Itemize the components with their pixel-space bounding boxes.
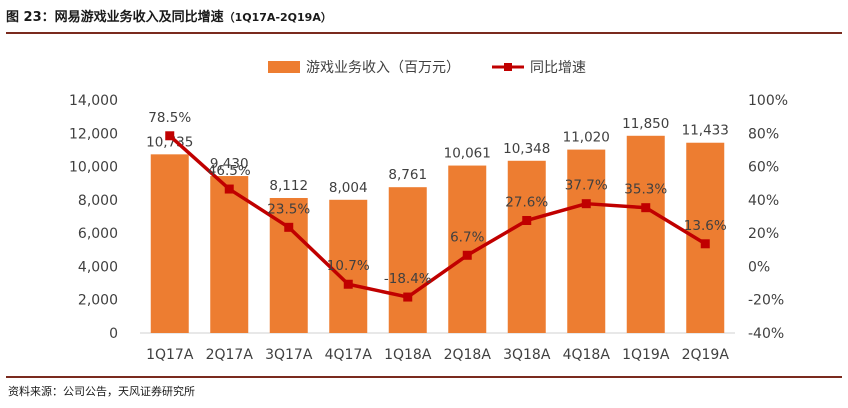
y-left-tick-label: 14,000 <box>69 93 118 109</box>
growth-value-label: 23.5% <box>267 201 310 217</box>
legend-bar-label: 游戏业务收入（百万元） <box>306 60 460 76</box>
x-tick-label: 3Q18A <box>503 347 551 363</box>
y-right-tick-label: -40% <box>748 326 784 342</box>
y-left-tick-label: 0 <box>109 326 118 342</box>
x-tick-label: 1Q19A <box>622 347 670 363</box>
bar-value-label: 11,433 <box>682 123 729 139</box>
bar-series <box>150 135 725 333</box>
x-tick-label: 4Q18A <box>563 347 611 363</box>
growth-point <box>462 250 472 260</box>
growth-point <box>284 222 294 232</box>
x-tick-label: 2Q19A <box>682 347 730 363</box>
bar-value-label: 10,348 <box>503 141 550 157</box>
bar <box>567 149 606 333</box>
growth-value-label: -18.4% <box>384 271 432 287</box>
figure-title-main: 图 23：网易游戏业务收入及同比增速 <box>6 10 224 25</box>
bar-value-label: 8,761 <box>388 167 427 183</box>
growth-line-series <box>165 131 710 302</box>
y-left-tick-label: 2,000 <box>78 293 118 309</box>
y-right-tick-label: 40% <box>748 193 779 209</box>
bar-value-label: 11,020 <box>563 130 610 146</box>
legend-line-label: 同比增速 <box>530 60 586 76</box>
growth-point <box>522 215 532 225</box>
bar-value-label: 8,004 <box>329 180 368 196</box>
x-tick-label: 1Q17A <box>146 347 194 363</box>
growth-value-label: 35.3% <box>624 182 667 198</box>
bar <box>686 142 725 333</box>
chart-legend: 游戏业务收入（百万元） 同比增速 <box>268 60 586 76</box>
y-right-tick-label: 0% <box>748 259 770 275</box>
growth-point <box>165 131 175 141</box>
y-axis-right: -40% -20% 0% 20% 40% 60% 80% 100% <box>748 93 788 342</box>
x-tick-label: 2Q18A <box>444 347 492 363</box>
legend-line-marker <box>504 63 512 71</box>
growth-point <box>700 239 710 249</box>
x-tick-label: 3Q17A <box>265 347 313 363</box>
growth-value-label: 27.6% <box>505 194 548 210</box>
y-right-tick-label: 20% <box>748 226 779 242</box>
y-right-tick-label: 60% <box>748 160 779 176</box>
growth-value-label: 13.6% <box>684 218 727 234</box>
y-right-tick-label: 100% <box>748 93 788 109</box>
source-note: 资料来源：公司公告，天风证券研究所 <box>8 385 195 398</box>
growth-value-label: 78.5% <box>148 110 191 126</box>
x-axis-categories: 1Q17A 2Q17A 3Q17A 4Q17A 1Q18A 2Q18A 3Q18A 4Q18A… <box>146 347 729 363</box>
y-left-tick-label: 8,000 <box>78 193 118 209</box>
legend-bar-swatch <box>268 61 300 73</box>
figure-title-sub: （1Q17A-2Q19A） <box>223 11 332 24</box>
bar <box>210 176 249 333</box>
y-right-tick-label: -20% <box>748 293 784 309</box>
figure-title: 图 23：网易游戏业务收入及同比增速（1Q17A-2Q19A） <box>6 6 332 25</box>
bar <box>150 154 189 333</box>
bar <box>507 160 546 333</box>
bar <box>626 135 665 333</box>
y-axis-left: 0 2,000 4,000 6,000 8,000 10,000 12,000 14,000 <box>69 93 118 342</box>
growth-point <box>641 203 651 213</box>
x-tick-label: 2Q17A <box>206 347 254 363</box>
growth-point <box>403 292 413 302</box>
x-tick-label: 4Q17A <box>325 347 373 363</box>
growth-point <box>224 184 234 194</box>
bar-value-label: 10,061 <box>444 146 491 162</box>
bar-value-label: 9,430 <box>210 156 249 172</box>
growth-point <box>343 279 353 289</box>
growth-point <box>581 199 591 209</box>
bar <box>329 199 368 333</box>
bar-value-label: 11,850 <box>622 116 669 132</box>
growth-value-label: 6.7% <box>450 229 484 245</box>
x-tick-label: 1Q18A <box>384 347 432 363</box>
y-left-tick-label: 12,000 <box>69 126 118 142</box>
growth-value-label: 46.5% <box>208 163 251 179</box>
growth-value-label: 10.7% <box>327 258 370 274</box>
top-rule <box>6 32 842 34</box>
y-left-tick-label: 4,000 <box>78 259 118 275</box>
y-left-tick-label: 10,000 <box>69 160 118 176</box>
y-left-tick-label: 6,000 <box>78 226 118 242</box>
y-right-tick-label: 80% <box>748 126 779 142</box>
growth-value-labels: 78.5% 46.5% 23.5% 10.7% -18.4% 6.7% 27.6% 37.7%… <box>148 110 727 287</box>
bottom-rule <box>6 376 842 378</box>
growth-line <box>168 134 707 299</box>
bar <box>388 187 427 333</box>
bar-value-label: 8,112 <box>269 178 308 194</box>
growth-value-label: 37.7% <box>565 178 608 194</box>
